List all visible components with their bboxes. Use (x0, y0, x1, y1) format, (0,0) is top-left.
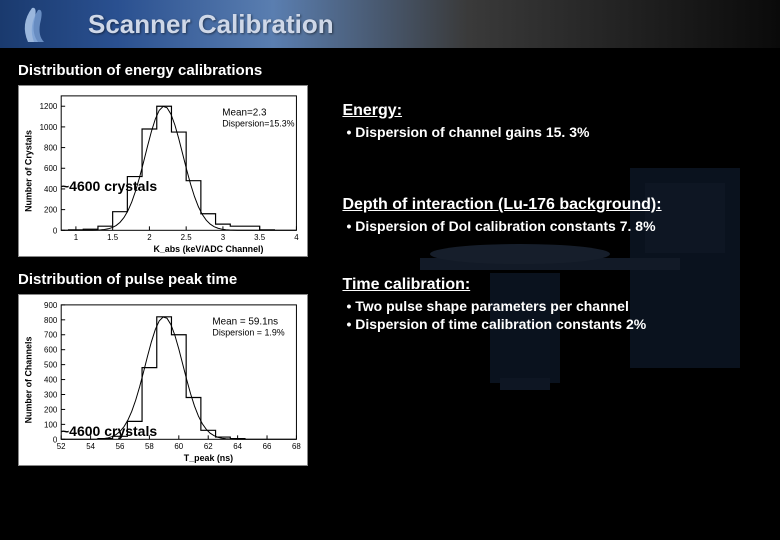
svg-text:3.5: 3.5 (254, 233, 266, 242)
svg-text:1000: 1000 (40, 123, 58, 132)
svg-text:200: 200 (44, 405, 58, 414)
svg-text:2.5: 2.5 (181, 233, 193, 242)
svg-text:60: 60 (174, 442, 183, 451)
svg-text:700: 700 (44, 331, 58, 340)
slide-title: Scanner Calibration (88, 9, 334, 40)
time-bullet-1: • Two pulse shape parameters per channel (342, 298, 752, 314)
svg-text:500: 500 (44, 361, 58, 370)
svg-text:Dispersion = 1.9%: Dispersion = 1.9% (212, 328, 284, 338)
svg-text:1.5: 1.5 (107, 233, 119, 242)
svg-text:1: 1 (74, 233, 78, 242)
energy-heading: Energy: (342, 102, 752, 120)
svg-text:Number of Crystals: Number of Crystals (24, 130, 34, 212)
svg-text:800: 800 (44, 316, 58, 325)
chart2-annotation: ~4600 crystals (61, 423, 157, 439)
energy-dist-label: Distribution of energy calibrations (18, 62, 328, 79)
time-bullet-2: • Dispersion of time calibration constan… (342, 316, 752, 332)
svg-text:Mean=2.3: Mean=2.3 (222, 108, 267, 119)
energy-histogram: 0 200 400 600 800 1000 1200 1 1.5 2 2.5 3 3.5 4 Number… (18, 85, 308, 257)
energy-bullet: • Dispersion of channel gains 15. 3% (342, 124, 752, 140)
svg-text:Dispersion=15.3%: Dispersion=15.3% (222, 119, 294, 129)
svg-text:Mean = 59.1ns: Mean = 59.1ns (212, 317, 278, 328)
svg-text:300: 300 (44, 390, 58, 399)
svg-text:52: 52 (57, 442, 66, 451)
svg-text:0: 0 (53, 226, 58, 235)
svg-text:200: 200 (44, 206, 58, 215)
svg-text:900: 900 (44, 301, 58, 310)
svg-text:56: 56 (116, 442, 125, 451)
svg-text:400: 400 (44, 185, 58, 194)
time-dist-label: Distribution of pulse peak time (18, 271, 328, 288)
doi-bullet: • Dispersion of DoI calibration constant… (342, 218, 752, 234)
title-bar: Scanner Calibration (0, 0, 780, 48)
content-area: Distribution of energy calibrations 0 200… (0, 48, 780, 480)
svg-text:54: 54 (86, 442, 95, 451)
doi-heading: Depth of interaction (Lu-176 background)… (342, 196, 752, 214)
svg-text:Number of Channels: Number of Channels (24, 337, 34, 424)
svg-text:100: 100 (44, 420, 58, 429)
right-column: Energy: • Dispersion of channel gains 15… (332, 62, 752, 360)
time-heading: Time calibration: (342, 276, 752, 294)
svg-text:400: 400 (44, 376, 58, 385)
chart1-annotation: ~4600 crystals (61, 178, 157, 194)
svg-text:58: 58 (145, 442, 154, 451)
svg-text:1200: 1200 (40, 102, 58, 111)
svg-text:62: 62 (204, 442, 213, 451)
time-histogram: 0100200300400500600700800900525456586062… (18, 294, 308, 466)
svg-text:2: 2 (147, 233, 151, 242)
svg-text:4: 4 (294, 233, 299, 242)
svg-text:T_peak (ns): T_peak (ns) (184, 453, 233, 463)
svg-text:68: 68 (292, 442, 301, 451)
logo-icon (10, 4, 70, 44)
svg-text:64: 64 (233, 442, 242, 451)
svg-text:66: 66 (263, 442, 272, 451)
svg-text:800: 800 (44, 144, 58, 153)
left-column: Distribution of energy calibrations 0 200… (18, 62, 328, 480)
svg-text:K_abs (keV/ADC Channel): K_abs (keV/ADC Channel) (153, 244, 263, 254)
svg-text:3: 3 (221, 233, 226, 242)
svg-text:600: 600 (44, 164, 58, 173)
svg-text:600: 600 (44, 346, 58, 355)
